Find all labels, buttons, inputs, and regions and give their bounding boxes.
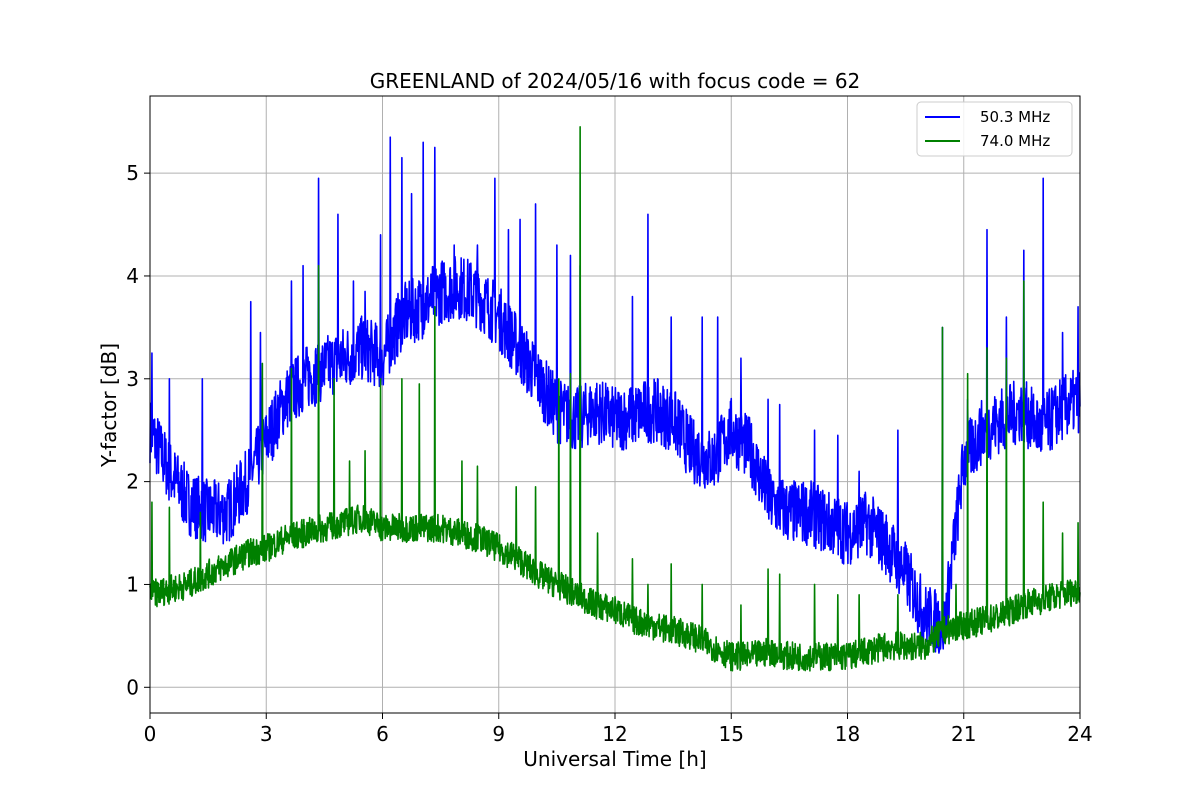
legend: 50.3 MHz 74.0 MHz [916, 101, 1073, 157]
legend-box [916, 101, 1073, 157]
y-tick-label: 5 [126, 161, 139, 185]
x-tick-label: 15 [719, 722, 744, 746]
x-tick-label: 9 [492, 722, 505, 746]
y-tick-label: 4 [126, 264, 139, 288]
y-tick-label: 1 [126, 572, 139, 596]
x-tick-label: 18 [835, 722, 860, 746]
series-line-50mhz [149, 136, 1081, 654]
x-tick-label: 0 [144, 722, 157, 746]
legend-label-74mhz: 74.0 MHz [980, 132, 1050, 150]
y-axis-label: Y-factor [dB] [97, 343, 121, 468]
x-tick-label: 3 [260, 722, 273, 746]
y-tick-label: 2 [126, 470, 139, 494]
chart-title: GREENLAND of 2024/05/16 with focus code … [370, 69, 861, 93]
series-layer [149, 126, 1081, 672]
x-tick-label: 24 [1067, 722, 1092, 746]
x-tick-label: 21 [951, 722, 976, 746]
x-axis-label: Universal Time [h] [523, 747, 706, 771]
legend-label-50mhz: 50.3 MHz [980, 108, 1050, 126]
x-tick-label: 6 [376, 722, 389, 746]
x-tick-label: 12 [602, 722, 627, 746]
series-line-74mhz [149, 126, 1081, 672]
y-tick-label: 3 [126, 367, 139, 391]
y-tick-label: 0 [126, 675, 139, 699]
